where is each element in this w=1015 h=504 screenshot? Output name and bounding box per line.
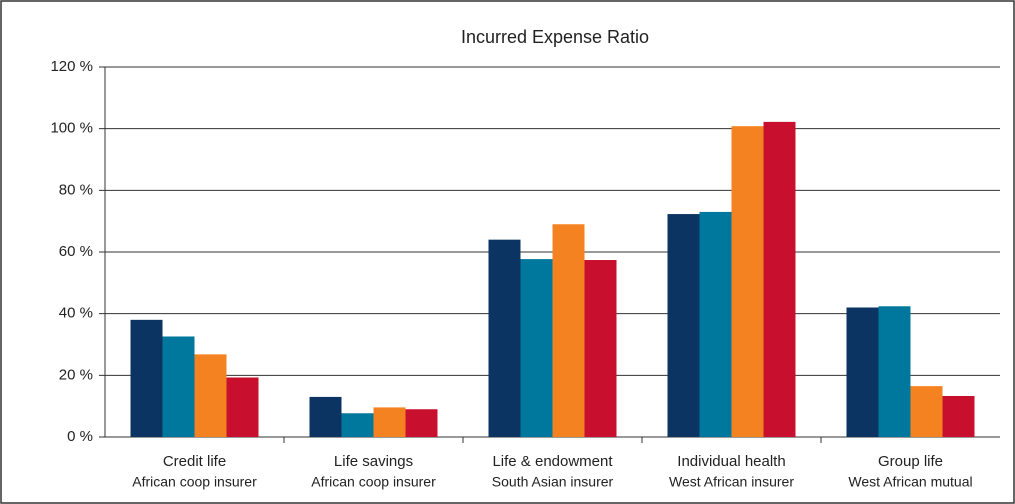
y-tick-label: 120 % <box>50 58 93 75</box>
x-tick-label: Credit life <box>163 453 226 470</box>
x-tick-sublabel: African coop insurer <box>311 474 436 490</box>
bar <box>878 306 911 437</box>
bar <box>405 409 438 437</box>
bar <box>846 307 879 437</box>
bar <box>584 260 617 437</box>
bar <box>763 121 796 437</box>
y-tick-label: 40 % <box>59 305 93 322</box>
y-tick-label: 60 % <box>59 243 93 260</box>
bar <box>910 386 943 437</box>
bar <box>667 214 700 437</box>
bar <box>162 336 195 437</box>
bar <box>552 224 585 437</box>
bar <box>520 259 553 437</box>
x-tick-sublabel: West African mutual <box>848 474 972 490</box>
bar <box>194 354 227 437</box>
bar <box>226 377 259 437</box>
bar <box>130 319 163 437</box>
x-tick-label: Individual health <box>677 453 785 470</box>
bar <box>731 126 764 437</box>
bar <box>942 395 975 437</box>
bar <box>309 396 342 437</box>
x-tick-sublabel: African coop insurer <box>132 474 257 490</box>
x-tick-label: Life savings <box>334 453 413 470</box>
chart-title: Incurred Expense Ratio <box>461 27 649 47</box>
y-tick-label: 0 % <box>67 428 93 445</box>
bar <box>373 407 406 437</box>
x-tick-label: Life & endowment <box>492 453 613 470</box>
bar <box>699 211 732 437</box>
x-tick-sublabel: West African insurer <box>669 474 794 490</box>
y-tick-label: 100 % <box>50 120 93 137</box>
x-tick-sublabel: South Asian insurer <box>492 474 614 490</box>
bar <box>341 413 374 437</box>
y-tick-label: 20 % <box>59 366 93 383</box>
bar <box>488 239 521 437</box>
y-tick-label: 80 % <box>59 181 93 198</box>
x-tick-label: Group life <box>878 453 943 470</box>
